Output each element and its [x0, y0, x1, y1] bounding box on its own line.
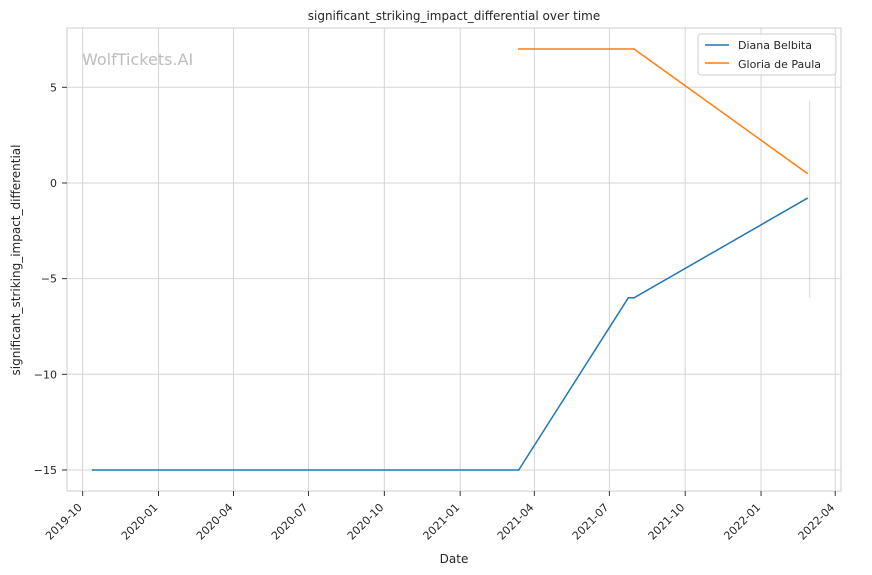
data-point [627, 296, 630, 299]
x-tick-label: 2020-07 [269, 501, 311, 543]
x-tick-label: 2020-01 [119, 501, 161, 543]
x-tick-label: 2021-04 [495, 501, 537, 543]
watermark: WolfTickets.AI [82, 50, 193, 69]
chart-title: significant_striking_impact_differential… [308, 9, 600, 23]
x-tick-label: 2021-10 [646, 501, 688, 543]
series-lines [91, 48, 811, 471]
y-tick-label: 0 [50, 177, 57, 190]
y-tick-label: −15 [34, 464, 57, 477]
x-tick-label: 2020-04 [194, 501, 236, 543]
data-point [806, 197, 809, 200]
legend-label-gloria: Gloria de Paula [738, 58, 821, 71]
x-tick-label: 2021-07 [570, 501, 612, 543]
y-tick-label: −5 [41, 273, 57, 286]
x-tick-label: 2020-10 [345, 501, 387, 543]
plot-area [66, 27, 842, 492]
x-tick-label: 2022-01 [721, 501, 763, 543]
legend-label-diana: Diana Belbita [738, 39, 812, 52]
data-point [517, 469, 520, 471]
data-point [517, 48, 520, 50]
legend-box [697, 33, 837, 76]
y-tick-label: −10 [34, 368, 57, 381]
y-axis-ticks: 5 0 −5 −10 −15 [34, 81, 67, 477]
legend: Diana Belbita Gloria de Paula [697, 33, 837, 76]
x-tick-label: 2021-01 [421, 501, 463, 543]
x-axis-ticks: 2019-10 2020-01 2020-04 2020-07 2020-10 2021-… [43, 491, 837, 543]
y-tick-label: 5 [50, 81, 57, 94]
x-tick-label: 2022-04 [796, 501, 838, 543]
x-axis-label: Date [440, 552, 469, 566]
data-point [633, 48, 635, 50]
data-point [91, 469, 94, 471]
data-point [633, 296, 635, 299]
y-axis-label: significant_striking_impact_differential [9, 145, 23, 376]
data-point [806, 172, 809, 175]
x-tick-label: 2019-10 [43, 501, 85, 543]
grid-lines [67, 28, 841, 491]
